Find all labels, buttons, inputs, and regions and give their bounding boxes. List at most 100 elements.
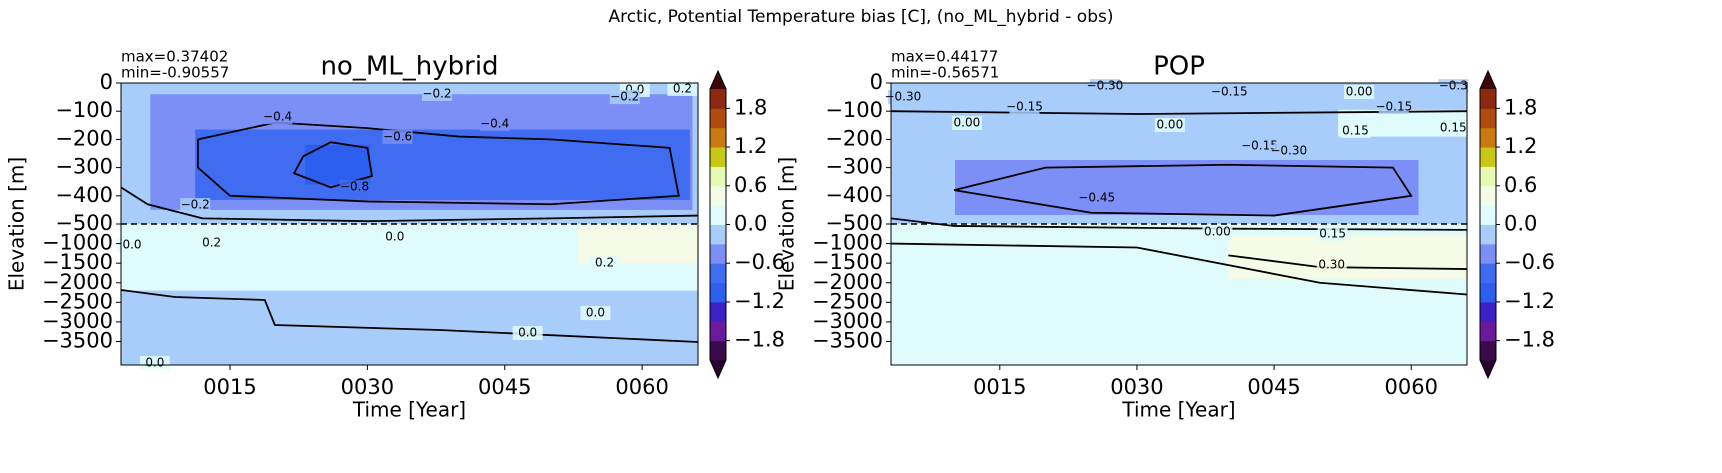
filled-region (955, 159, 1419, 215)
y-tick-label: −2500 (42, 289, 113, 313)
contour-label-bg (1317, 226, 1348, 241)
x-tick-label: 0045 (478, 375, 531, 399)
y-tick-label: −400 (55, 183, 113, 207)
contour-label: 0.2 (673, 81, 692, 95)
colorbar-segment (1480, 282, 1496, 303)
contour-label: −0.4 (263, 110, 292, 124)
y-tick-label: −100 (825, 98, 883, 122)
contour-label-bg (1202, 224, 1233, 239)
y-tick-label: 0 (870, 70, 883, 94)
contour-label: −0.30 (1087, 79, 1124, 93)
contour-label-bg (1009, 99, 1040, 114)
y-tick-label: −3000 (812, 309, 883, 333)
colorbar-tick-label: −0.6 (1504, 250, 1555, 274)
y-tick-label: −1000 (42, 231, 113, 255)
colorbar-segment (1480, 205, 1496, 225)
contour-label-bg (382, 129, 413, 144)
panel-title: POP (1153, 52, 1205, 82)
colorbar-segment (710, 89, 726, 109)
colorbar-tick-label: 0.6 (1504, 173, 1537, 197)
filled-region (1228, 235, 1467, 279)
contour-label: −0.30 (884, 90, 921, 104)
contour-label: 0.15 (1342, 123, 1369, 137)
y-tick-label: −3000 (42, 309, 113, 333)
contour-label-bg (1316, 257, 1347, 272)
contour-label-bg (1081, 191, 1112, 206)
contour-label-bg (196, 235, 227, 250)
contour-label: 0.15 (1440, 121, 1467, 135)
colorbar-segment (710, 263, 726, 284)
contour-label-bg (1438, 121, 1469, 136)
contour-line (121, 289, 698, 343)
colorbar-segment (710, 205, 726, 225)
contour-label-bg (1154, 118, 1185, 133)
colorbar-tick-label: −1.2 (1504, 289, 1555, 313)
y-tick-label: −300 (55, 155, 113, 179)
contour-label: −0.4 (480, 116, 509, 130)
panel-title: no_ML_hybrid (320, 52, 498, 82)
plot-area (121, 83, 698, 365)
y-axis-label: Elevation [m] (5, 157, 29, 291)
contour-label-bg (116, 237, 147, 252)
contour-label-bg (1214, 85, 1245, 100)
colorbar-segment (710, 243, 726, 264)
x-tick-label: 0015 (973, 375, 1026, 399)
filled-region (195, 129, 690, 201)
x-tick-label: 0060 (615, 375, 668, 399)
y-tick-label: 0 (100, 70, 113, 94)
colorbar-frame (1479, 69, 1497, 380)
colorbar-tick-label: 1.2 (734, 134, 767, 158)
y-tick-label: −2500 (812, 289, 883, 313)
contour-label: 0.0 (122, 237, 141, 251)
y-tick-label: −3500 (812, 329, 883, 353)
colorbar-segment (1480, 147, 1496, 167)
contour-line (121, 186, 698, 223)
contour-label: 0.30 (1318, 257, 1345, 271)
colorbar-segment (710, 321, 726, 342)
contour-label: 0.2 (595, 255, 614, 269)
y-tick-label: −1000 (812, 231, 883, 255)
contour-label: −0.15 (1211, 85, 1248, 99)
contour-line (292, 141, 373, 189)
contour-label: 0.0 (385, 230, 404, 244)
y-axis-label: Elevation [m] (775, 157, 799, 291)
colorbar-segment (710, 340, 726, 361)
contour-label: −0.2 (610, 90, 639, 104)
contour-label-bg (1340, 123, 1371, 138)
contour-label: 0.2 (202, 235, 221, 249)
contour-label: −0.15 (1006, 99, 1043, 113)
colorbar-tick-label: 1.8 (1504, 95, 1537, 119)
x-tick-label: 0060 (1385, 375, 1438, 399)
contour-label-bg (1273, 143, 1304, 158)
colorbar-segment (1480, 321, 1496, 342)
contour-label-bg (479, 116, 510, 131)
colorbar-extend-top (710, 71, 726, 89)
colorbar-segment (1480, 89, 1496, 109)
contour-label-bg (180, 198, 211, 213)
filled-region (305, 145, 371, 185)
contour-label: −0.45 (1078, 191, 1115, 205)
x-axis-label: Time [Year] (352, 398, 466, 422)
colorbar-segment (1480, 166, 1496, 187)
colorbar-segment (1480, 224, 1496, 245)
colorbar-segment (1480, 127, 1496, 148)
contour-label: 0.0 (518, 326, 537, 340)
contour-label: −0.3 (1439, 79, 1468, 93)
colorbar-frame (709, 69, 727, 380)
contour-label: 0.00 (1346, 85, 1373, 99)
contour-line (891, 217, 1467, 231)
contour-label: 0.00 (1204, 224, 1231, 238)
stat-text: min=-0.90557 (121, 64, 229, 82)
y-tick-label: −300 (825, 155, 883, 179)
contour-line (891, 110, 1467, 115)
contour-label-bg (609, 90, 640, 105)
contour-label-bg (379, 230, 410, 245)
colorbar-segment (1480, 185, 1496, 206)
x-axis-label: Time [Year] (1121, 398, 1235, 422)
y-tick-label: −2000 (42, 270, 113, 294)
x-tick-label: 0015 (203, 375, 256, 399)
colorbar-segment (1480, 108, 1496, 129)
contour-line (953, 163, 1413, 217)
contour-label-bg (887, 90, 918, 105)
